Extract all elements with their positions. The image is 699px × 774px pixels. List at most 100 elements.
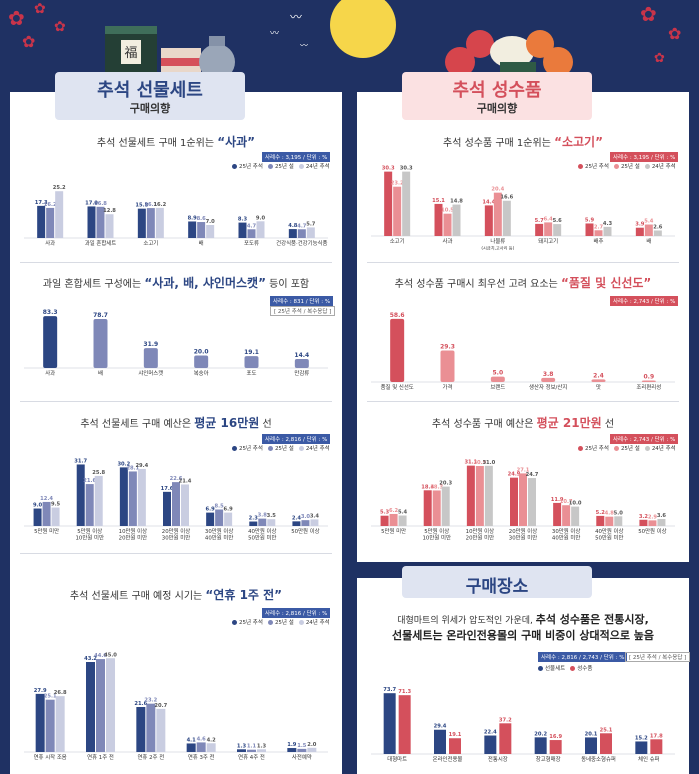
chart-data-label: 9.5	[51, 502, 61, 508]
chart-bar	[105, 214, 114, 238]
chart-data-label: 30.9	[473, 460, 486, 466]
chart-bar	[51, 507, 60, 526]
legend-label: 24년 추석	[305, 164, 330, 170]
chart-tick-label: 10만원 이상	[466, 527, 494, 535]
chart-bar	[87, 206, 96, 238]
chart-bar	[635, 227, 644, 236]
legend-label: 24년 추석	[651, 164, 676, 170]
s4-title-highlight: “연휴 1주 전”	[205, 588, 283, 602]
section-divider	[367, 262, 679, 263]
s3-title: 추석 선물세트 구매 예산은 평균 16만원 선	[10, 414, 342, 431]
chart-tick-label: 체인 슈퍼	[638, 755, 660, 763]
chart-data-label: 10.7	[560, 499, 573, 505]
chart-data-label: 6.2	[389, 508, 399, 514]
chart-bar	[535, 223, 544, 236]
chart-data-label: 4.8	[288, 223, 298, 229]
legend-label: 25년 설	[274, 446, 294, 452]
chart-data-label: 1.3	[237, 743, 247, 749]
plum-blossom-icon: ✿	[640, 2, 657, 26]
chart-data-label: 14.4	[294, 352, 309, 359]
chart-tick-label: 품질 및 신선도	[381, 383, 414, 391]
chart-tick-label: 10만원 미만	[76, 534, 104, 542]
p1-description: 대형마트의 위세가 압도적인 가운데, 추석 성수품은 전통시장, 선물세트는 …	[357, 612, 689, 644]
chart-tick-label: 배추	[594, 237, 604, 245]
goods-header-title-b: 성수품	[491, 80, 542, 101]
s1-title: 추석 선물세트 구매 1순위는 “사과”	[10, 133, 342, 150]
chart-bar	[484, 465, 493, 526]
chart-bar	[106, 658, 115, 752]
chart-bar	[46, 207, 55, 238]
chart-bar	[206, 743, 216, 752]
chart-bar	[648, 520, 657, 526]
chart-bar	[55, 191, 64, 238]
chart-bar	[155, 207, 164, 238]
chart-data-label: 21.6	[83, 478, 96, 484]
chart-tick-label: 샤인머스캣	[138, 369, 163, 377]
chart-data-label: 17.6	[161, 486, 174, 492]
chart-data-label: 2.0	[307, 742, 317, 748]
chart-bar	[267, 519, 276, 526]
chart-data-label: 29.3	[440, 343, 455, 350]
fruit-basket-icon	[445, 30, 573, 78]
chart-tick-label: 40만원 이상	[595, 527, 623, 535]
chart-bar	[434, 729, 446, 754]
chart-bar	[585, 223, 594, 236]
plum-blossom-icon: ✿	[654, 51, 665, 66]
chart-bar	[215, 509, 224, 526]
chart-data-label: 19.1	[244, 349, 259, 356]
chart-data-label: 4.7	[247, 223, 257, 229]
chart-bar	[398, 695, 411, 754]
chart-bar	[423, 490, 432, 526]
chart-bar	[510, 477, 518, 526]
chart-data-label: 14.4	[482, 199, 495, 205]
chart-data-label: 21.6	[134, 701, 147, 707]
chart-bar	[37, 205, 46, 238]
chart-bar	[605, 516, 614, 526]
chart-bar	[306, 227, 315, 238]
chart-bar	[596, 515, 605, 526]
chart-bar	[206, 512, 215, 526]
s4-title: 추석 선물세트 구매 예정 시기는 “연휴 1주 전”	[10, 586, 342, 603]
legend-label: 25년 설	[620, 164, 640, 170]
chart-data-label: 5.9	[585, 217, 595, 223]
gift-set-panel	[10, 92, 342, 774]
chart-tick-label: 배	[98, 369, 103, 377]
chart-data-label: 5.3	[380, 510, 390, 516]
chart-tick-label: 사과	[45, 239, 55, 247]
chart-bar	[635, 741, 648, 754]
legend-item: 24년 추석	[644, 444, 676, 452]
chart-tick-label: 10만원 이상	[119, 527, 147, 535]
chart-data-label: 19.1	[449, 732, 462, 738]
chart-tick-label: 사전예약	[292, 753, 312, 761]
p1-line1-pre: 대형마트의 위세가 압도적인 가운데,	[397, 616, 536, 626]
chart-bar	[402, 171, 411, 236]
chart-bar	[398, 515, 407, 526]
chart-data-label: 17.0	[85, 200, 98, 206]
chart-data-label: 8.6	[197, 216, 207, 222]
gift-header-ribbon: 추석 선물세트 구매의향	[55, 72, 245, 120]
chart-data-label: 8.9	[188, 215, 198, 221]
chart-bar	[294, 359, 309, 368]
s4-legend: 25년 추석 25년 설 24년 추석	[232, 618, 330, 626]
chart-tick-label: 50만원 이상	[638, 527, 666, 535]
chart-bar	[128, 471, 137, 526]
chart-data-label: 28.1	[126, 465, 139, 471]
chart-bar	[301, 520, 310, 526]
chart-bar	[86, 662, 95, 752]
p1-line1-highlight: 추석 성수품은 전통시장,	[535, 613, 649, 626]
chart-data-label: 16.8	[94, 201, 107, 207]
chart-bar	[553, 502, 562, 526]
chart-bar	[143, 348, 158, 368]
chart-bar	[641, 380, 656, 382]
chart-bar	[146, 208, 155, 238]
r1-legend: 25년 추석 25년 설 24년 추석	[578, 162, 676, 170]
chart-bar	[288, 229, 297, 238]
r1-meta-badge: 사례수 : 3,195 / 단위 : %	[610, 152, 679, 162]
chart-bar	[449, 738, 461, 754]
chart-bar	[657, 519, 666, 526]
gift-header-subtitle: 구매의향	[129, 102, 171, 115]
chart-tick-label: 50만원 이상	[291, 527, 319, 535]
p1-meta-note: [ 25년 추석 / 복수응답 ]	[625, 652, 691, 662]
